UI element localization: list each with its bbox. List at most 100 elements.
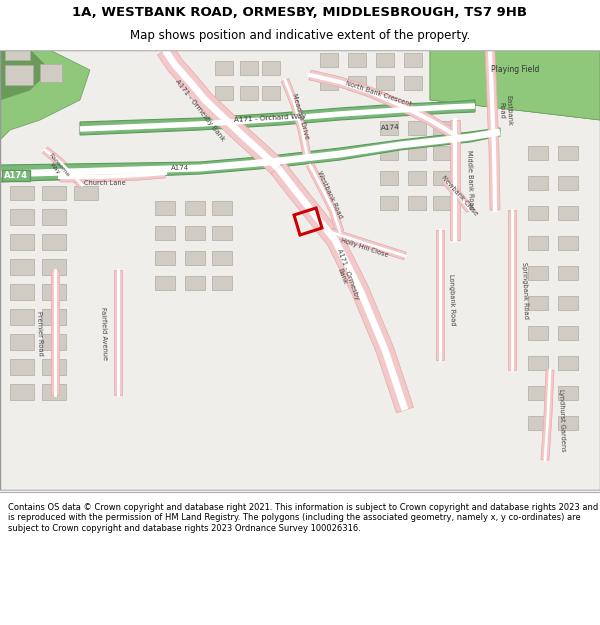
Bar [348, 53, 366, 67]
Bar [262, 61, 280, 75]
Text: Eastbank
Road: Eastbank Road [498, 94, 512, 126]
Bar [558, 146, 578, 160]
Text: A171 - Orchard Way: A171 - Orchard Way [234, 113, 306, 123]
Polygon shape [0, 128, 500, 182]
Polygon shape [430, 50, 600, 120]
Bar [74, 186, 98, 200]
Bar [408, 196, 426, 210]
Text: North Bank Crescent: North Bank Crescent [344, 81, 412, 107]
Bar [10, 309, 34, 325]
Bar [10, 359, 34, 375]
Bar [212, 251, 232, 265]
Text: Longbank Road: Longbank Road [448, 274, 456, 326]
Bar [528, 416, 548, 430]
Bar [155, 226, 175, 240]
Bar [240, 86, 258, 100]
Bar [433, 196, 451, 210]
Bar [528, 146, 548, 160]
Bar [380, 171, 398, 185]
Polygon shape [329, 228, 406, 260]
Text: Meadow Drive: Meadow Drive [290, 92, 310, 139]
Text: Ransome
Way: Ransome Way [44, 152, 70, 182]
Bar [528, 296, 548, 310]
FancyBboxPatch shape [2, 170, 30, 181]
Text: Newbank Close: Newbank Close [440, 175, 479, 217]
Polygon shape [541, 370, 554, 460]
Bar [155, 276, 175, 290]
Polygon shape [0, 50, 50, 100]
Bar [5, 45, 30, 60]
Bar [155, 201, 175, 215]
Text: A174: A174 [171, 165, 189, 171]
Bar [558, 236, 578, 250]
Bar [240, 61, 258, 75]
Bar [42, 334, 66, 350]
Bar [558, 326, 578, 340]
Bar [528, 386, 548, 400]
Text: Middle Bank Road: Middle Bank Road [466, 150, 474, 210]
Text: A174: A174 [4, 171, 28, 179]
Bar [10, 284, 34, 300]
Polygon shape [114, 270, 122, 395]
Bar [185, 251, 205, 265]
Polygon shape [0, 50, 600, 490]
Text: Premier Road: Premier Road [36, 311, 44, 356]
Bar [185, 201, 205, 215]
Bar [215, 61, 233, 75]
Text: Map shows position and indicative extent of the property.: Map shows position and indicative extent… [130, 29, 470, 42]
Bar [433, 171, 451, 185]
Bar [528, 236, 548, 250]
Polygon shape [281, 79, 311, 156]
Polygon shape [307, 163, 344, 233]
Bar [185, 226, 205, 240]
Bar [262, 86, 280, 100]
Bar [558, 386, 578, 400]
Bar [42, 166, 66, 180]
Polygon shape [436, 230, 444, 360]
Text: Springbank Road: Springbank Road [521, 261, 529, 319]
Text: Holly Hill Close: Holly Hill Close [340, 238, 389, 259]
Bar [42, 384, 66, 400]
Text: A171 - Ormesby
Bank: A171 - Ormesby Bank [330, 248, 360, 302]
Bar [185, 276, 205, 290]
Polygon shape [485, 50, 500, 210]
Bar [10, 259, 34, 275]
Bar [376, 76, 394, 90]
Bar [10, 209, 34, 225]
Bar [42, 209, 66, 225]
Polygon shape [60, 168, 166, 182]
Bar [380, 196, 398, 210]
Bar [558, 206, 578, 220]
Text: Westbank Road: Westbank Road [316, 170, 344, 220]
Bar [558, 356, 578, 370]
Bar [42, 284, 66, 300]
Bar [5, 65, 33, 85]
Bar [10, 166, 34, 180]
Bar [408, 121, 426, 135]
Bar [10, 186, 34, 200]
Bar [74, 166, 98, 180]
Bar [212, 276, 232, 290]
Bar [528, 356, 548, 370]
Bar [212, 201, 232, 215]
Bar [528, 326, 548, 340]
Bar [404, 76, 422, 90]
Text: A174: A174 [380, 124, 400, 131]
Bar [433, 121, 451, 135]
Bar [376, 53, 394, 67]
Bar [320, 76, 338, 90]
Polygon shape [0, 50, 90, 140]
Text: 1A, WESTBANK ROAD, ORMESBY, MIDDLESBROUGH, TS7 9HB: 1A, WESTBANK ROAD, ORMESBY, MIDDLESBROUG… [73, 6, 527, 19]
Bar [558, 296, 578, 310]
Bar [380, 146, 398, 160]
Polygon shape [450, 120, 460, 240]
Text: Playing Field: Playing Field [491, 66, 539, 74]
Bar [528, 266, 548, 280]
Polygon shape [80, 100, 475, 135]
Bar [42, 359, 66, 375]
Polygon shape [158, 45, 284, 174]
Polygon shape [51, 270, 59, 395]
Bar [348, 76, 366, 90]
Bar [10, 384, 34, 400]
Text: Church Lane: Church Lane [84, 180, 126, 186]
